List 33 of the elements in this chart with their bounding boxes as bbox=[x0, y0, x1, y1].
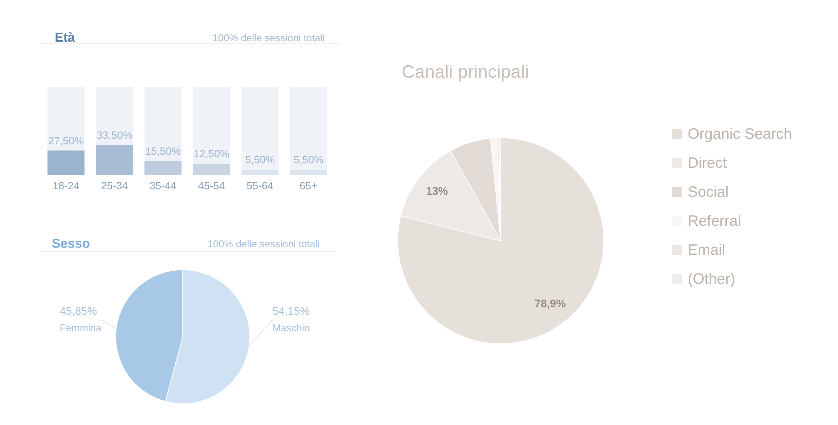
legend-label: (Other) bbox=[688, 271, 736, 288]
data-label: 78,9% bbox=[534, 298, 566, 310]
data-label: 45,85% bbox=[60, 306, 98, 318]
slice-label: Maschio bbox=[272, 324, 310, 334]
legend-label: Referral bbox=[688, 213, 742, 230]
legend-label: Social bbox=[688, 184, 729, 201]
x-tick-label: 65+ bbox=[300, 180, 318, 192]
data-label: 33,50% bbox=[96, 130, 133, 142]
data-label: 54,15% bbox=[272, 306, 310, 318]
bar bbox=[242, 170, 279, 175]
data-label: 13% bbox=[426, 186, 448, 198]
x-tick-label: 35-44 bbox=[150, 180, 177, 192]
data-label: 5,50% bbox=[245, 154, 276, 167]
bar bbox=[144, 161, 182, 175]
data-label: 27,50% bbox=[48, 135, 84, 148]
x-tick-label: 55-64 bbox=[246, 180, 274, 192]
x-tick-label: 18-24 bbox=[52, 180, 80, 192]
chart-subtitle: 100% delle sessioni totali bbox=[212, 34, 326, 44]
data-label: 5,50% bbox=[294, 154, 324, 167]
data-label: 12,50% bbox=[194, 148, 230, 160]
x-tick-label: 25-34 bbox=[101, 180, 128, 192]
x-tick-label: 45-54 bbox=[198, 180, 226, 192]
chart-title: Sesso bbox=[52, 236, 90, 251]
legend-label: Email bbox=[688, 242, 726, 259]
chart-subtitle: 100% delle sessioni totali bbox=[208, 240, 320, 250]
data-label: 15,50% bbox=[145, 146, 182, 158]
bar bbox=[290, 170, 328, 175]
chart-title: Età bbox=[55, 30, 76, 45]
legend-label: Direct bbox=[688, 155, 728, 172]
legend-label: Organic Search bbox=[688, 126, 792, 143]
bar bbox=[193, 164, 230, 175]
slice-label: Femmina bbox=[60, 324, 102, 334]
chart-title: Canali principali bbox=[402, 62, 530, 82]
